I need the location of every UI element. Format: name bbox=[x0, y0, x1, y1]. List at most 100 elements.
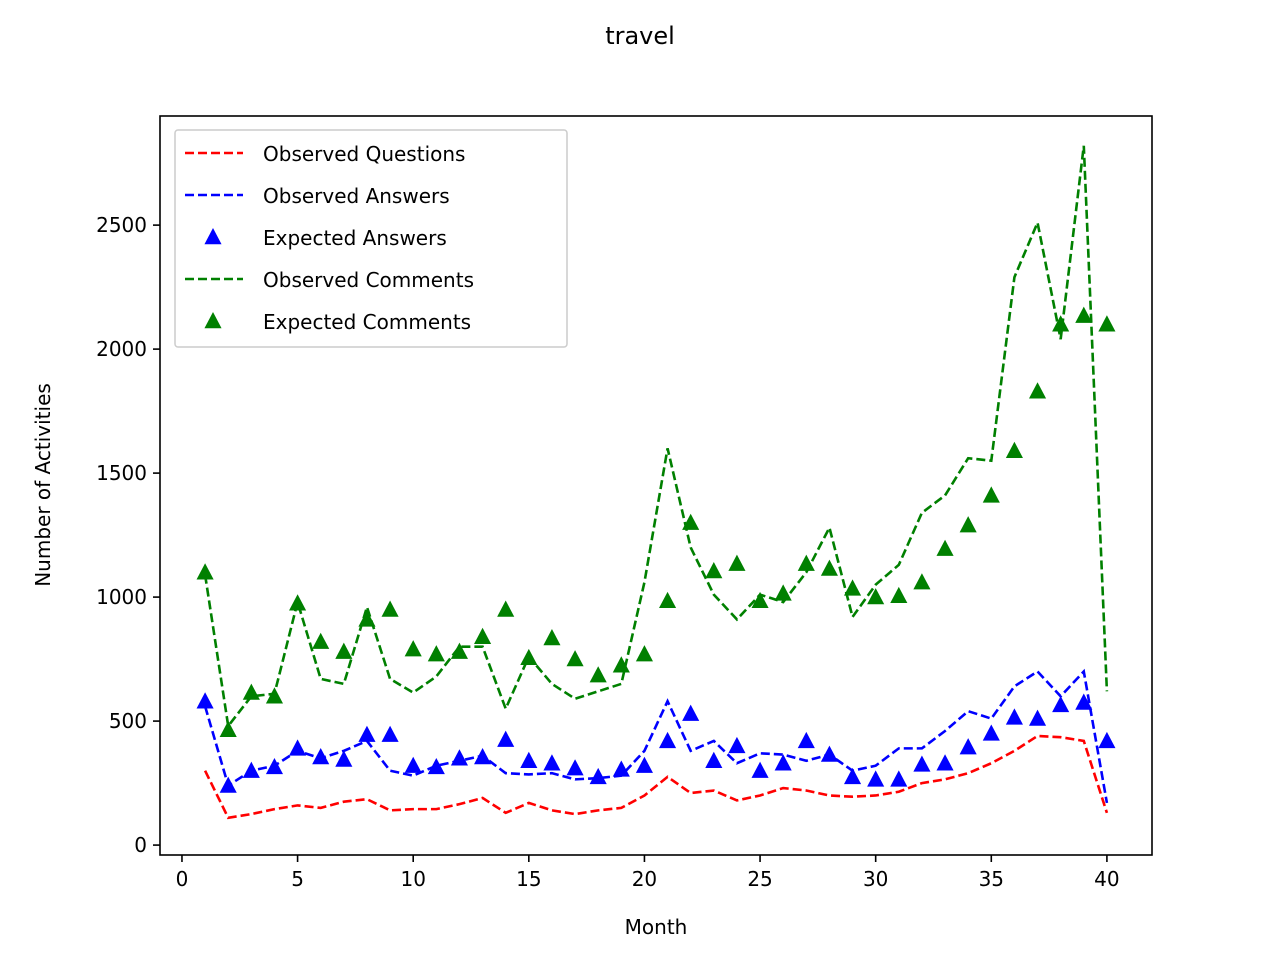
y-tick-label: 1000 bbox=[96, 585, 147, 609]
expected-comments-marker bbox=[774, 584, 792, 601]
expected-comments-marker bbox=[450, 642, 468, 659]
expected-answers-marker bbox=[474, 748, 492, 765]
expected-answers-marker bbox=[659, 731, 677, 749]
legend-label-observed-comments: Observed Comments bbox=[263, 268, 474, 292]
legend-swatch-expected-comments bbox=[204, 312, 222, 329]
expected-comments-marker bbox=[820, 559, 838, 576]
expected-answers-marker bbox=[1075, 693, 1093, 710]
expected-answers-marker bbox=[265, 757, 284, 775]
expected-comments-marker bbox=[381, 600, 399, 617]
expected-answers-marker bbox=[1098, 731, 1116, 749]
legend: Observed Questions Observed Answers Expect… bbox=[174, 129, 568, 348]
expected-answers-marker bbox=[867, 770, 885, 787]
expected-answers-marker bbox=[381, 725, 399, 742]
expected-comments-marker bbox=[1028, 382, 1047, 399]
legend-label-observed-answers: Observed Answers bbox=[263, 184, 450, 208]
expected-comments-marker bbox=[589, 666, 607, 683]
expected-answers-marker bbox=[566, 759, 584, 776]
y-tick-label: 2500 bbox=[96, 213, 147, 237]
y-tick-label: 2000 bbox=[96, 337, 147, 361]
expected-answers-marker bbox=[635, 756, 653, 773]
expected-comments-marker bbox=[196, 563, 214, 580]
expected-answers-marker bbox=[982, 724, 1000, 741]
expected-answers-marker bbox=[1028, 709, 1047, 726]
expected-answers-marker bbox=[520, 751, 538, 768]
expected-comments-marker bbox=[1052, 315, 1070, 332]
expected-answers-marker bbox=[751, 761, 769, 778]
expected-answers-marker bbox=[913, 755, 931, 772]
series-layer bbox=[196, 145, 1116, 820]
expected-answers-marker bbox=[358, 725, 376, 742]
expected-comments-marker bbox=[797, 554, 815, 571]
expected-comments-marker bbox=[265, 687, 284, 704]
observed-comments-line bbox=[203, 145, 1109, 730]
x-axis-label: Month bbox=[625, 915, 688, 939]
legend-swatch-expected-answers bbox=[204, 228, 222, 245]
expected-comments-marker bbox=[242, 683, 260, 700]
expected-comments-marker bbox=[404, 640, 422, 657]
legend-label-expected-answers: Expected Answers bbox=[263, 226, 447, 250]
expected-answers-marker bbox=[1005, 708, 1023, 725]
expected-comments-marker bbox=[705, 562, 723, 579]
expected-answers-marker bbox=[890, 770, 908, 787]
expected-comments-marker bbox=[659, 591, 677, 609]
expected-answers-marker bbox=[705, 751, 723, 768]
expected-answers-marker bbox=[312, 748, 330, 765]
expected-comments-marker bbox=[936, 539, 954, 556]
expected-comments-marker bbox=[751, 591, 769, 609]
expected-comments-marker bbox=[289, 594, 307, 611]
expected-comments-marker bbox=[427, 645, 445, 662]
expected-comments-marker bbox=[844, 579, 862, 596]
expected-comments-marker bbox=[635, 645, 653, 662]
expected-answers-marker bbox=[774, 754, 792, 771]
expected-comments-marker bbox=[982, 486, 1000, 503]
expected-comments-marker bbox=[682, 513, 700, 530]
legend-label-expected-comments: Expected Comments bbox=[263, 310, 471, 334]
expected-answers-marker bbox=[497, 730, 515, 747]
expected-comments-marker bbox=[959, 516, 977, 533]
expected-comments-marker bbox=[1005, 441, 1023, 458]
observed-questions-line bbox=[203, 734, 1109, 820]
y-axis: 0 500 1000 1500 2000 2500 bbox=[96, 213, 160, 857]
x-tick-label: 30 bbox=[863, 867, 888, 891]
y-tick-label: 500 bbox=[109, 709, 147, 733]
y-tick-label: 1500 bbox=[96, 461, 147, 485]
expected-answers-marker bbox=[1052, 695, 1070, 713]
expected-answers-marker bbox=[450, 749, 468, 766]
x-tick-label: 10 bbox=[400, 867, 425, 891]
expected-answers-marker bbox=[219, 776, 237, 793]
legend-label-observed-questions: Observed Questions bbox=[263, 142, 465, 166]
expected-answers-marker bbox=[242, 761, 260, 778]
expected-comments-marker bbox=[312, 632, 330, 649]
expected-answers-marker bbox=[335, 750, 353, 767]
expected-answers-marker bbox=[820, 745, 838, 762]
expected-comments-marker bbox=[335, 642, 353, 659]
x-axis: 0 5 10 15 20 25 30 35 40 bbox=[176, 855, 1120, 891]
expected-comments-marker bbox=[913, 573, 931, 590]
expected-answers-marker bbox=[543, 754, 561, 771]
x-tick-label: 5 bbox=[291, 867, 304, 891]
expected-answers-marker bbox=[196, 692, 214, 709]
x-tick-label: 40 bbox=[1094, 867, 1119, 891]
x-tick-label: 35 bbox=[979, 867, 1004, 891]
expected-comments-marker bbox=[1098, 315, 1116, 332]
expected-comments-marker bbox=[566, 650, 584, 667]
legend-box bbox=[174, 129, 568, 348]
x-tick-label: 25 bbox=[747, 867, 772, 891]
expected-answers-marker bbox=[427, 757, 445, 775]
expected-comments-marker bbox=[358, 610, 376, 627]
expected-answers-marker bbox=[844, 767, 862, 785]
expected-comments-marker bbox=[543, 629, 561, 646]
x-tick-label: 15 bbox=[516, 867, 541, 891]
expected-answers-marker bbox=[404, 756, 422, 773]
y-tick-label: 0 bbox=[134, 833, 147, 857]
expected-answers-marker bbox=[959, 738, 977, 755]
x-tick-label: 0 bbox=[176, 867, 189, 891]
expected-comments-marker bbox=[219, 720, 237, 737]
expected-answers-marker bbox=[728, 736, 746, 754]
expected-comments-marker bbox=[867, 588, 885, 605]
expected-comments-marker bbox=[728, 554, 746, 571]
x-tick-label: 20 bbox=[632, 867, 657, 891]
